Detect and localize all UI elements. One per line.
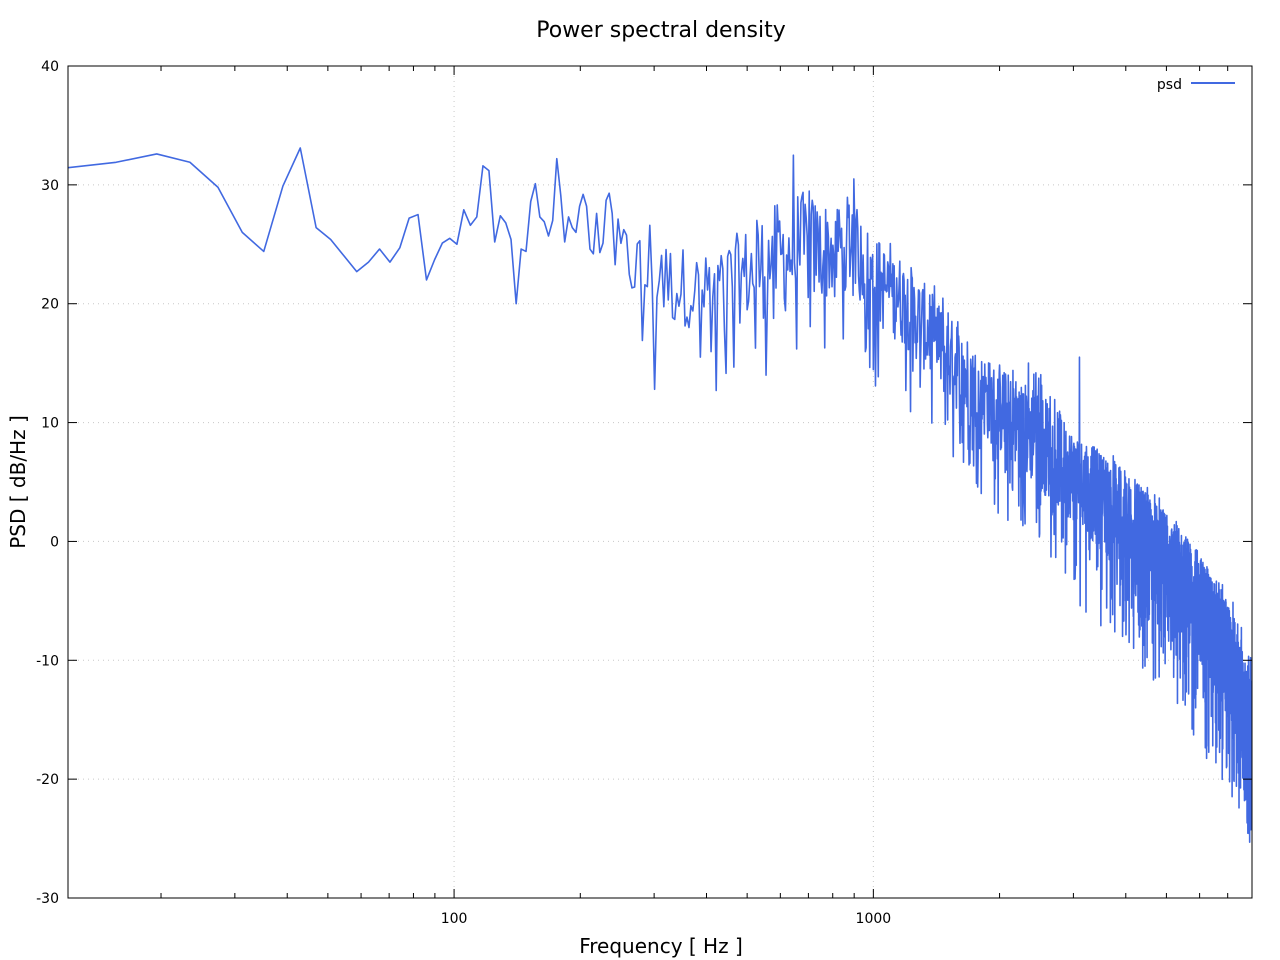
- y-tick-label: 10: [41, 416, 59, 432]
- y-tick-label: 20: [41, 297, 59, 313]
- x-tick-label: 100: [441, 911, 468, 927]
- plot-frame: [67, 65, 1253, 899]
- y-tick-label: -30: [36, 891, 59, 907]
- series-line-psd: [68, 147, 1252, 843]
- y-tick-label: -10: [36, 653, 59, 669]
- y-tick-label: 40: [41, 59, 59, 75]
- x-tick-label: 1000: [856, 911, 892, 927]
- ticks: [68, 65, 1253, 899]
- y-tick-label: -20: [36, 772, 59, 788]
- grid: [68, 66, 1252, 898]
- y-axis-label: PSD [ dB/Hz ]: [6, 415, 30, 549]
- y-tick-label: 0: [50, 534, 59, 550]
- y-tick-label: 30: [41, 178, 59, 194]
- x-tick-labels: 100 1000: [441, 911, 891, 927]
- x-axis-label: Frequency [ Hz ]: [579, 934, 743, 958]
- legend-label-psd: psd: [1157, 77, 1182, 93]
- y-tick-labels: 40 30 20 10 0 -10 -20 -30: [36, 59, 59, 907]
- legend: psd: [1157, 77, 1235, 93]
- series-layer: [68, 147, 1252, 843]
- chart-title: Power spectral density: [536, 18, 786, 43]
